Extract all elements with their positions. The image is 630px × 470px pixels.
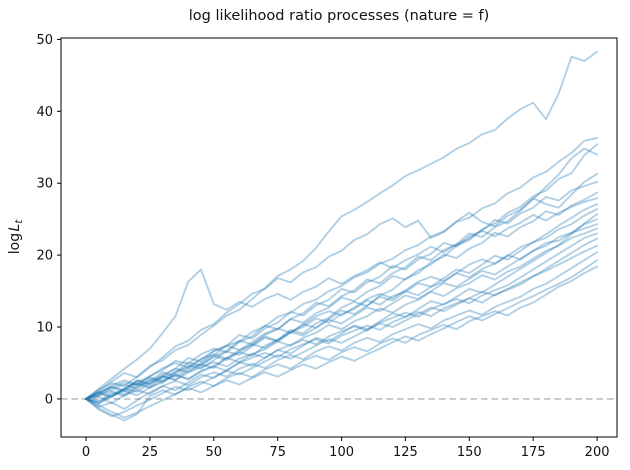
path-04 [85,147,599,400]
y-tick-label: 50 [36,33,53,48]
path-18 [85,251,599,405]
y-axis-label-variable: L [7,223,23,232]
y-tick-label: 40 [36,105,53,120]
path-13 [85,223,599,400]
y-axis-label-prefix: log [7,232,23,255]
path-14 [85,227,599,405]
path-05 [85,172,599,400]
path-11 [85,213,599,410]
x-tick-label: 25 [142,445,159,460]
path-12 [85,218,599,400]
path-06 [85,180,599,405]
path-03 [85,143,599,403]
y-axis-label: log Lt [7,220,25,254]
x-tick-label: 175 [521,445,546,460]
y-tick-label: 30 [36,177,53,192]
y-tick-label: 20 [36,249,53,264]
y-axis-label-subscript: t [14,219,25,224]
path-20 [85,265,599,422]
path-19 [85,259,599,419]
x-tick-label: 0 [82,445,90,460]
path-09 [85,203,599,403]
path-07 [85,191,599,400]
chart-title: log likelihood ratio processes (nature =… [188,8,490,24]
path-16 [85,237,599,400]
x-tick-label: 50 [206,445,223,460]
x-tick-label: 200 [585,445,610,460]
x-tick-label: 75 [269,445,286,460]
y-tick-label: 10 [36,321,53,336]
path-08 [85,197,599,400]
x-tick-label: 125 [393,445,418,460]
x-tick-label: 100 [329,445,354,460]
path-02 [85,136,599,400]
path-15 [85,232,599,400]
path-01 [85,50,599,400]
axes-spines [60,37,618,438]
path-17 [85,244,599,418]
x-tick-label: 150 [457,445,482,460]
path-10 [85,208,599,400]
y-tick-label: 0 [45,392,53,407]
